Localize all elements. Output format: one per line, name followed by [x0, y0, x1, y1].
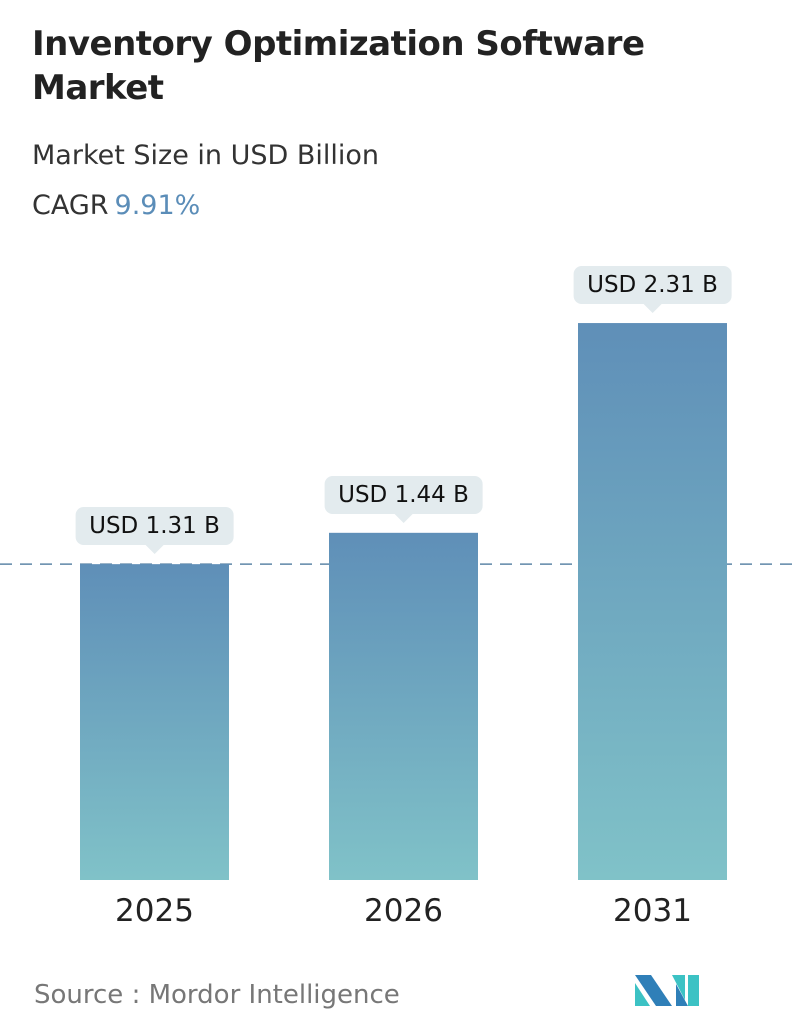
- bar-2025: [80, 564, 229, 880]
- x-tick-label: 2025: [115, 893, 194, 929]
- chart-title: Inventory Optimization Software Market: [32, 24, 645, 108]
- cagr-value: 9.91%: [114, 190, 201, 221]
- data-label: USD 1.31 B: [75, 507, 234, 555]
- cagr: CAGR 9.91%: [32, 190, 200, 221]
- chart-subtitle: Market Size in USD Billion: [32, 140, 380, 171]
- bar-2026: [329, 532, 478, 880]
- x-tick-label: 2031: [613, 893, 692, 929]
- data-label: USD 2.31 B: [573, 266, 732, 314]
- data-label: USD 1.44 B: [324, 475, 483, 523]
- bar-2031: [578, 323, 727, 881]
- x-tick-label: 2026: [364, 893, 443, 929]
- cagr-label: CAGR: [32, 190, 109, 221]
- source-text: Source : Mordor Intelligence: [34, 980, 400, 1010]
